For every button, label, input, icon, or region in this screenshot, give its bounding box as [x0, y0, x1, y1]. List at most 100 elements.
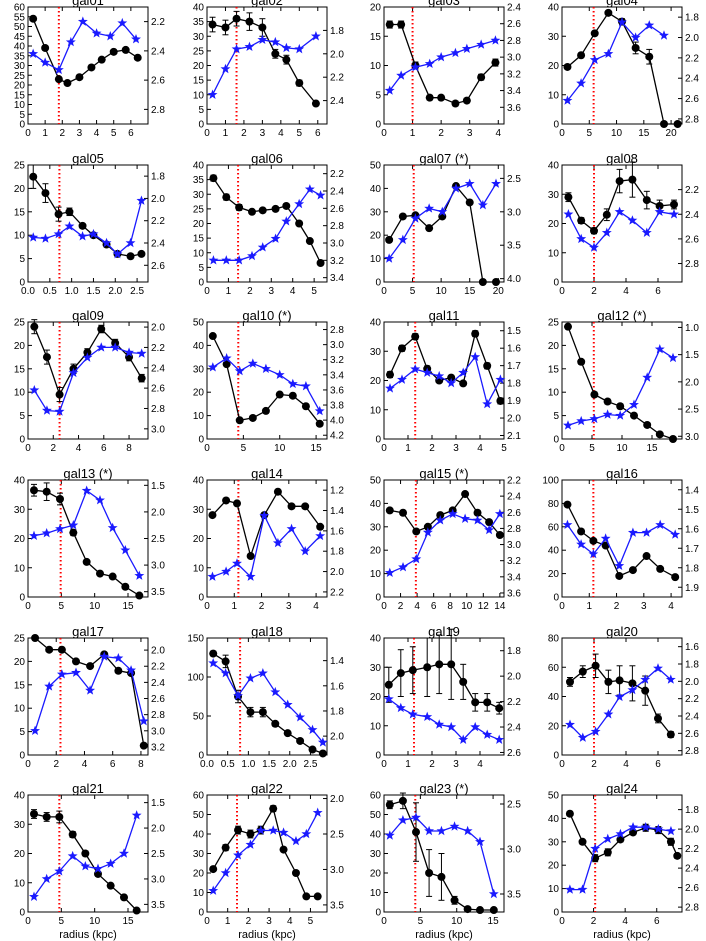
x-tick-label: 3: [453, 759, 459, 770]
circle-data-point: [208, 511, 217, 520]
circle-data-point: [248, 207, 256, 216]
x-tick-label: 5: [311, 286, 317, 297]
circle-data-point: [437, 93, 446, 102]
star-data-point: [461, 43, 472, 53]
y-tick-label: 25: [14, 318, 26, 329]
star-data-point: [449, 821, 460, 831]
star-data-point: [464, 178, 475, 188]
y-tick-label: 40: [193, 476, 205, 487]
circle-data-point: [483, 361, 492, 370]
y2-tick-label: 2.6: [685, 729, 699, 740]
y2-tick-label: 3.4: [507, 86, 521, 97]
y2-tick-label: 3.4: [330, 370, 344, 381]
star-data-point: [314, 405, 325, 416]
y2-tick-label: 3.2: [330, 256, 344, 267]
star-data-point: [396, 70, 407, 80]
circle-data-point: [459, 677, 468, 686]
black-series-line: [389, 492, 501, 536]
circle-data-point: [483, 698, 492, 707]
y-tick-label: 10: [193, 90, 205, 101]
circle-data-point: [42, 812, 51, 821]
star-data-point: [434, 719, 445, 729]
y2-tick-label: 1.8: [507, 379, 521, 390]
star-data-point: [422, 367, 433, 377]
star-data-point: [407, 709, 418, 719]
x-tick-label: 2: [259, 601, 265, 612]
y-tick-label: 10: [370, 888, 382, 899]
y2-tick-label: 2.5: [507, 800, 521, 811]
x-tick-label: 0: [381, 286, 387, 297]
blue-series-line: [33, 200, 143, 255]
star-data-point: [397, 374, 407, 384]
y-tick-label: 10: [370, 405, 382, 416]
circle-data-point: [386, 370, 394, 379]
x-tick-label: 3: [77, 128, 83, 139]
star-data-point: [208, 657, 219, 668]
y-tick-label: 5: [553, 411, 559, 422]
black-series-line: [212, 17, 317, 104]
circle-data-point: [94, 869, 102, 878]
circle-data-point: [566, 677, 574, 686]
star-data-point: [447, 508, 458, 519]
y-tick-label: 10: [193, 411, 205, 422]
circle-data-point: [425, 93, 434, 102]
circle-data-point: [87, 63, 96, 72]
x-tick-label: 8: [138, 759, 144, 770]
star-data-point: [88, 228, 99, 239]
circle-data-point: [222, 496, 231, 505]
y-tick-label: 30: [193, 32, 205, 43]
circle-data-point: [96, 569, 104, 578]
star-data-point: [220, 668, 231, 678]
y-tick-label: 5: [19, 110, 25, 121]
y-tick-label: 5: [19, 411, 25, 422]
chart-title: gal01: [72, 0, 104, 8]
y-tick-label: 50: [193, 712, 205, 723]
star-data-point: [54, 406, 65, 416]
star-data-point: [615, 828, 626, 839]
chart-panel-gal17: gal17 0 2 4 6 8 0 5 10 15 20 25 2.0 2.2 2.4 2.6 2.8 3.0 3.…: [14, 624, 165, 770]
chart-title: gal12 (*): [597, 308, 646, 323]
star-data-point: [669, 209, 679, 219]
y-tick-label: 5: [375, 90, 381, 101]
blue-series-line: [389, 39, 496, 91]
x-tick-label: 0: [559, 916, 565, 927]
x-tick-label: 5: [410, 286, 416, 297]
circle-data-point: [590, 226, 598, 235]
x-tick-label: 3: [266, 916, 272, 927]
circle-data-point: [258, 206, 267, 215]
circle-data-point: [315, 419, 324, 428]
y-tick-label: 15: [14, 207, 26, 218]
circle-data-point: [209, 649, 218, 658]
x-tick-label: 10: [461, 601, 473, 612]
circle-data-point: [296, 736, 305, 745]
circle-data-point: [221, 657, 230, 666]
circle-data-point: [139, 741, 148, 750]
circle-data-point: [577, 216, 586, 225]
y2-tick-label: 1.5: [507, 326, 521, 337]
chart-title: gal03: [428, 0, 460, 8]
star-data-point: [576, 415, 587, 426]
y-tick-label: 30: [370, 522, 382, 533]
x-tick-label: 2: [591, 759, 597, 770]
circle-data-point: [645, 52, 654, 61]
x-tick-label: 0.5: [221, 759, 235, 770]
black-series-line: [567, 12, 678, 125]
x-tick-label: 4: [82, 759, 88, 770]
circle-data-point: [412, 828, 420, 837]
y-tick-label: 10: [548, 388, 560, 399]
circle-data-point: [628, 175, 637, 184]
star-data-point: [562, 519, 573, 530]
x-tick-label: 5: [501, 443, 507, 454]
x-tick-label: 0: [559, 443, 565, 454]
plot-frame: [206, 164, 328, 283]
star-data-point: [134, 570, 145, 580]
chart-panel-gal08: gal08 0 2 4 6 0 10 20 30 40 2.2 2.4 2.6 2.8: [548, 151, 699, 297]
star-data-point: [29, 530, 39, 541]
star-data-point: [29, 891, 39, 901]
star-data-point: [601, 227, 612, 237]
y2-tick-label: 2.8: [151, 404, 165, 415]
y-tick-label: 0: [198, 751, 204, 762]
x-tick-label: 0: [381, 601, 387, 612]
